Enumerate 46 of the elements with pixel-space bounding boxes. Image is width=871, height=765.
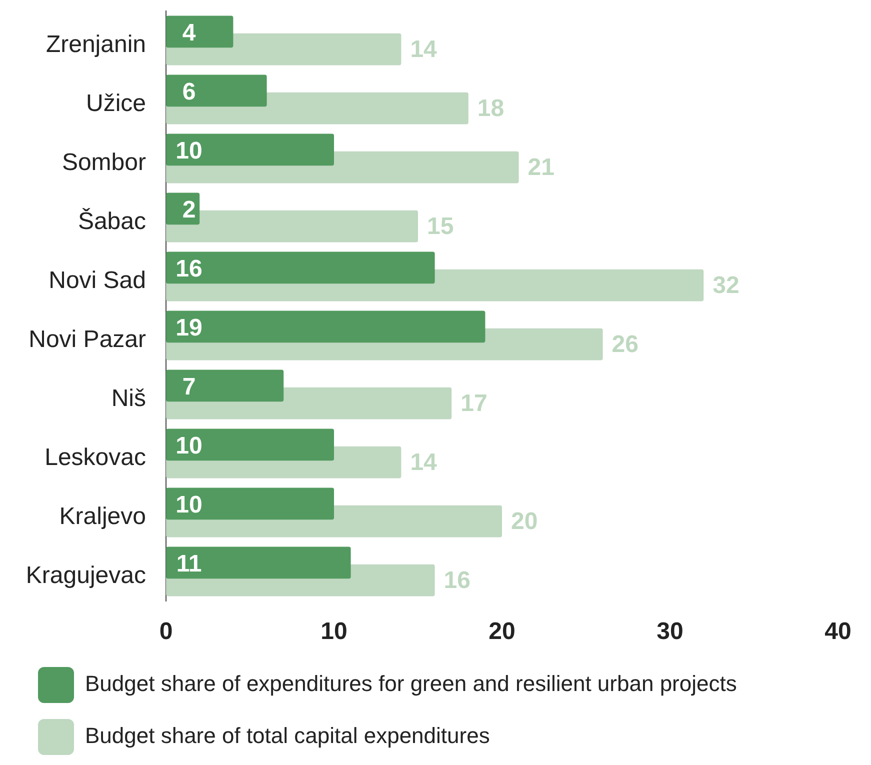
- bar: [166, 370, 284, 402]
- bar: [166, 546, 351, 579]
- data-label: 32: [712, 272, 740, 299]
- data-label: 14: [410, 36, 438, 63]
- y-tick-label: Kraljevo: [59, 503, 146, 530]
- data-label: 2: [182, 196, 196, 224]
- x-tick-label: 0: [159, 618, 173, 646]
- bar: [166, 134, 334, 166]
- bar: [166, 16, 234, 48]
- data-label: 17: [460, 390, 488, 417]
- data-label: 11: [176, 550, 202, 578]
- data-label: 7: [182, 373, 196, 400]
- x-tick-label: 30: [656, 618, 684, 646]
- data-label: 19: [176, 314, 202, 342]
- bar: [166, 310, 486, 343]
- y-tick-label: Sombor: [62, 149, 146, 176]
- y-tick-label: Šabac: [78, 208, 146, 236]
- y-tick-label: Zrenjanin: [46, 31, 146, 58]
- data-label: 20: [511, 508, 538, 535]
- x-tick-label: 10: [320, 618, 348, 646]
- data-label: 18: [477, 94, 504, 122]
- y-tick-label: Užice: [86, 90, 146, 118]
- x-tick-label: 40: [824, 618, 852, 646]
- legend-label: Budget share of expenditures for green and resilient urban projects: [85, 671, 737, 696]
- legend-label: Budget share of total capital expenditures: [85, 723, 490, 748]
- data-label: 16: [444, 566, 471, 594]
- y-tick-label: Leskovac: [44, 444, 146, 472]
- data-label: 10: [176, 491, 202, 518]
- y-tick-label: Niš: [111, 385, 146, 412]
- bar: [166, 252, 435, 284]
- data-label: 15: [427, 212, 454, 240]
- data-label: 6: [182, 78, 196, 106]
- y-tick-label: Novi Sad: [48, 267, 146, 294]
- data-label: 14: [410, 448, 438, 476]
- data-label: 4: [182, 19, 196, 46]
- data-label: 21: [528, 154, 555, 181]
- data-label: 26: [612, 330, 639, 358]
- data-label: 10: [176, 432, 202, 460]
- data-label: 10: [176, 137, 202, 164]
- y-tick-label: Kragujevac: [26, 562, 146, 590]
- bar: [166, 74, 267, 107]
- bar: [166, 428, 334, 461]
- bar: [166, 488, 334, 520]
- x-tick-label: 20: [488, 618, 516, 646]
- y-tick-label: Novi Pazar: [28, 326, 146, 354]
- data-label: 16: [176, 255, 202, 282]
